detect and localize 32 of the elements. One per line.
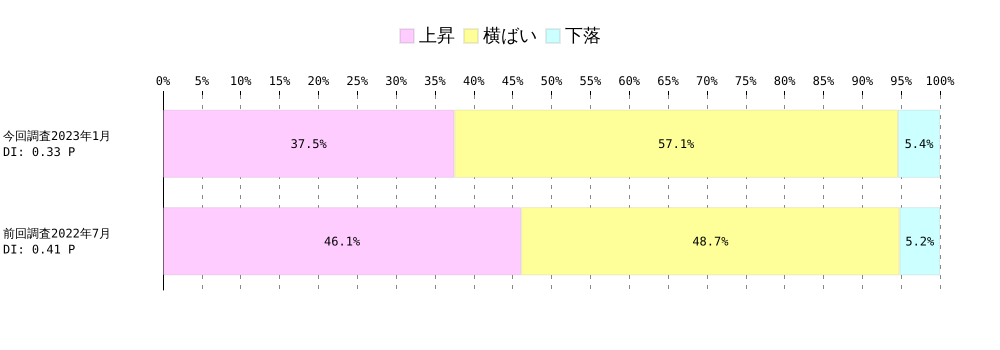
x-tick-label: 80% — [774, 74, 796, 88]
x-tick-label: 40% — [462, 74, 486, 88]
x-tick-label: 35% — [424, 74, 447, 88]
x-tick-label: 70% — [696, 74, 719, 88]
data-label: 5.4% — [904, 136, 934, 151]
data-label: 46.1% — [324, 234, 361, 248]
x-tick-label: 20% — [308, 74, 330, 88]
x-tick-label: 55% — [580, 74, 602, 88]
y-tick-label: 今回調査2023年1月 DI: 0.33 P — [3, 128, 112, 159]
y-tick-label: 前回調査2022年7月 DI: 0.41 P — [3, 226, 112, 256]
x-tick-label: 95% — [890, 74, 913, 88]
x-tick-label: 100% — [926, 74, 956, 88]
x-tick-label: 50% — [540, 74, 564, 88]
x-tick-label: 25% — [346, 74, 369, 88]
x-tick-label: 45% — [502, 74, 524, 88]
legend-label: 下落 — [565, 26, 601, 46]
data-label: 5.2% — [905, 234, 936, 248]
x-tick-label: 5% — [194, 74, 210, 88]
data-label: 57.1% — [658, 136, 696, 151]
legend-label: 上昇 — [419, 26, 455, 46]
legend-label: 横ばい — [483, 26, 537, 46]
x-tick-label: 30% — [385, 74, 408, 88]
x-tick-label: 65% — [657, 74, 680, 88]
x-tick-label: 10% — [230, 74, 252, 88]
x-tick-label: 90% — [851, 74, 874, 88]
x-tick-label: 75% — [734, 74, 758, 88]
data-label: 37.5% — [290, 136, 328, 151]
x-tick-label: 15% — [268, 74, 292, 88]
x-tick-label: 85% — [812, 74, 836, 88]
data-label: 48.7% — [692, 234, 730, 248]
x-tick-label: 0% — [156, 74, 171, 88]
x-tick-label: 60% — [618, 74, 641, 88]
